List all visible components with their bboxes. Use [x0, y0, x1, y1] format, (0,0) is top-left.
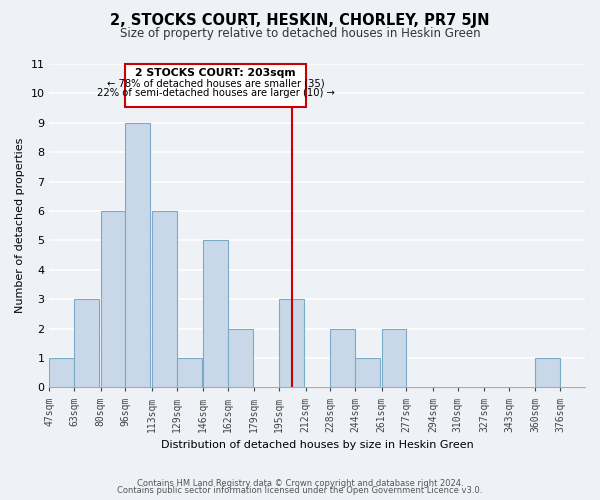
Bar [203, 240, 228, 388]
Y-axis label: Number of detached properties: Number of detached properties [15, 138, 25, 314]
Bar [152, 211, 177, 388]
Bar [177, 358, 202, 388]
Bar [101, 211, 125, 388]
Text: 2 STOCKS COURT: 203sqm: 2 STOCKS COURT: 203sqm [135, 68, 296, 78]
FancyBboxPatch shape [125, 64, 305, 106]
Bar [279, 299, 304, 388]
Bar [228, 328, 253, 388]
Bar [382, 328, 406, 388]
Text: Contains public sector information licensed under the Open Government Licence v3: Contains public sector information licen… [118, 486, 482, 495]
Text: Contains HM Land Registry data © Crown copyright and database right 2024.: Contains HM Land Registry data © Crown c… [137, 478, 463, 488]
Bar [535, 358, 560, 388]
X-axis label: Distribution of detached houses by size in Heskin Green: Distribution of detached houses by size … [161, 440, 473, 450]
Bar [355, 358, 380, 388]
Text: 2, STOCKS COURT, HESKIN, CHORLEY, PR7 5JN: 2, STOCKS COURT, HESKIN, CHORLEY, PR7 5J… [110, 12, 490, 28]
Bar [125, 123, 151, 388]
Text: Size of property relative to detached houses in Heskin Green: Size of property relative to detached ho… [119, 28, 481, 40]
Text: ← 78% of detached houses are smaller (35): ← 78% of detached houses are smaller (35… [107, 78, 325, 88]
Text: 22% of semi-detached houses are larger (10) →: 22% of semi-detached houses are larger (… [97, 88, 334, 99]
Bar [331, 328, 355, 388]
Bar [49, 358, 74, 388]
Bar [74, 299, 99, 388]
